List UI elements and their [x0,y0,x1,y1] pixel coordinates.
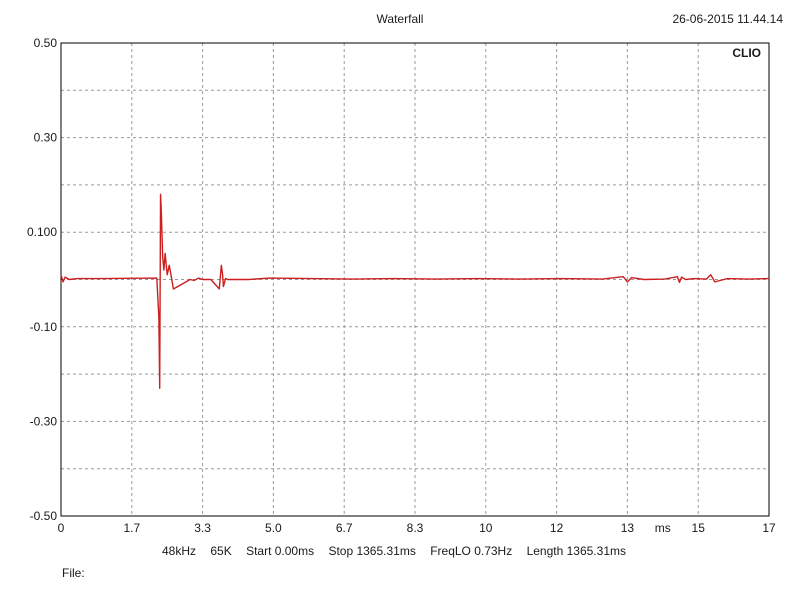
y-tick-label: 0.50 [34,36,58,50]
x-tick-label: 3.3 [194,521,211,535]
start-time: Start 0.00ms [246,544,315,558]
x-tick-label: 1.7 [123,521,140,535]
fft-size: 65K [210,544,232,558]
plot-frame [60,42,770,517]
brand-label: CLIO [732,46,761,60]
x-tick-label: 13 [621,521,635,535]
y-tick-label: -0.30 [30,414,58,428]
x-tick-label: 17 [762,521,776,535]
series-line [60,193,770,389]
x-tick-label: 5.0 [265,521,282,535]
y-tick-label: -0.10 [30,320,58,334]
x-tick-label: 15 [692,521,706,535]
x-tick-label: 8.3 [407,521,424,535]
chart-title: Waterfall [376,12,424,26]
stop-time: Stop 1365.31ms [328,544,416,558]
length: Length 1365.31ms [526,544,626,558]
freq-lo: FreqLO 0.73Hz [430,544,513,558]
file-label: File: [62,566,85,580]
x-axis-label: ms [655,521,671,535]
y-tick-label: 0.30 [34,131,58,145]
timestamp: 26-06-2015 11.44.14 [672,12,783,26]
x-tick-label: 0 [58,521,65,535]
x-tick-label: 12 [550,521,564,535]
sample-rate: 48kHz [162,544,197,558]
x-tick-label: 6.7 [336,521,353,535]
x-tick-label: 10 [479,521,493,535]
y-tick-label: 0.100 [27,225,57,239]
measurement-info: 48kHz 65K Start 0.00ms Stop 1365.31ms Fr… [162,544,637,558]
y-tick-label: -0.50 [30,509,58,523]
